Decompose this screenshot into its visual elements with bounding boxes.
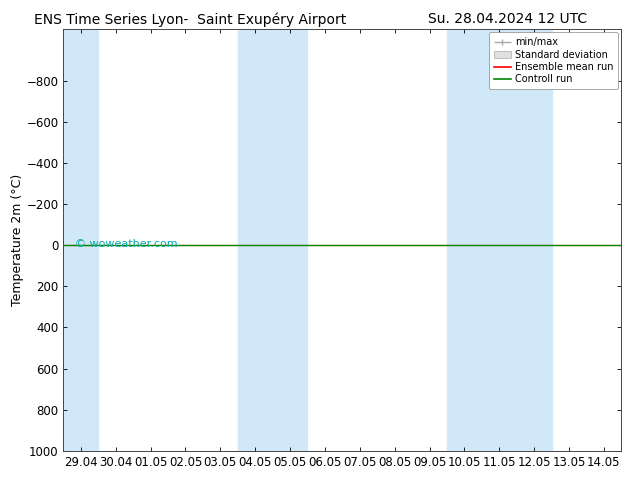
Text: Su. 28.04.2024 12 UTC: Su. 28.04.2024 12 UTC [428, 12, 586, 26]
Bar [447, 29, 482, 451]
Bar [63, 29, 98, 451]
Bar [482, 29, 552, 451]
Text: © woweather.com: © woweather.com [75, 239, 177, 249]
Y-axis label: Temperature 2m (°C): Temperature 2m (°C) [11, 174, 23, 306]
Legend: min/max, Standard deviation, Ensemble mean run, Controll run: min/max, Standard deviation, Ensemble me… [489, 32, 618, 89]
Bar [238, 29, 307, 451]
Text: ENS Time Series Lyon-  Saint Exupéry Airport: ENS Time Series Lyon- Saint Exupéry Airp… [34, 12, 346, 27]
